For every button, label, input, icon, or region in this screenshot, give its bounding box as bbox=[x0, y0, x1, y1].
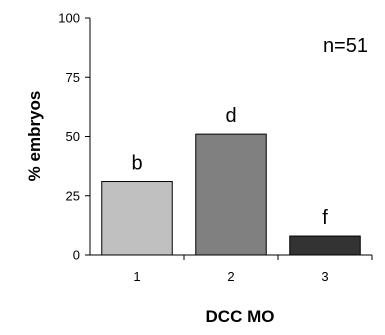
x-axis-ticks: 1 2 3 bbox=[133, 255, 373, 284]
x-tick-label: 2 bbox=[227, 269, 234, 284]
bar-1 bbox=[101, 181, 173, 256]
x-tick-label: 1 bbox=[133, 269, 140, 284]
y-tick-label: 100 bbox=[58, 11, 80, 26]
bar-letter-label: f bbox=[322, 207, 328, 229]
y-tick-label: 25 bbox=[66, 188, 80, 203]
y-axis-ticks: 0 25 50 75 100 bbox=[58, 11, 90, 263]
bars bbox=[101, 133, 361, 256]
bar-letter-label: b bbox=[131, 153, 142, 175]
bar-2 bbox=[195, 133, 267, 256]
y-tick-label: 50 bbox=[66, 129, 80, 144]
y-tick-label: 75 bbox=[66, 70, 80, 85]
bar-3 bbox=[289, 235, 361, 256]
y-tick-label: 0 bbox=[73, 248, 80, 263]
x-axis-title: DCC MO bbox=[206, 307, 275, 326]
y-axis-title: % embryos bbox=[25, 91, 44, 182]
x-tick-label: 3 bbox=[321, 269, 328, 284]
bar-letter-label: d bbox=[225, 105, 236, 127]
bar-letter-labels: b d f bbox=[131, 105, 328, 229]
sample-size-annotation: n=51 bbox=[323, 35, 368, 57]
